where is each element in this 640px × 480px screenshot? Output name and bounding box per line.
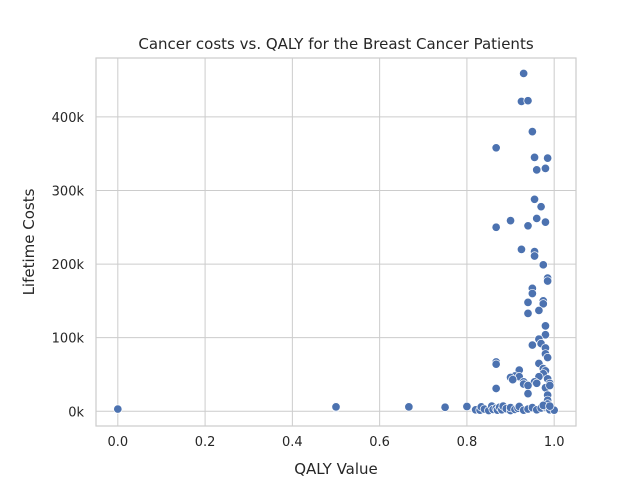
data-point xyxy=(523,380,533,391)
data-point xyxy=(527,127,537,137)
data-point xyxy=(543,153,553,163)
data-point xyxy=(529,251,540,261)
data-point xyxy=(516,244,527,254)
data-point xyxy=(523,308,533,318)
x-tick-label: 0.0 xyxy=(107,435,128,450)
data-point xyxy=(540,217,551,227)
x-tick-label: 0.6 xyxy=(369,435,390,450)
x-grid xyxy=(117,58,555,426)
data-point xyxy=(491,359,501,369)
data-point xyxy=(545,401,555,411)
data-point xyxy=(529,194,540,204)
data-point xyxy=(491,222,501,232)
x-axis-label: QALY Value xyxy=(294,460,378,478)
data-point xyxy=(540,330,551,340)
data-point xyxy=(532,213,542,223)
data-point xyxy=(505,216,516,226)
plot-frame xyxy=(95,57,577,427)
y-tick-label: 0k xyxy=(68,405,84,420)
data-point xyxy=(113,404,123,414)
y-tick-labels: 0k 100k 200k 300k 400k xyxy=(52,111,85,420)
data-point xyxy=(545,380,555,391)
data-point xyxy=(523,389,533,399)
data-point xyxy=(532,378,542,388)
x-tick-label: 1.0 xyxy=(544,435,565,450)
data-point xyxy=(536,202,546,212)
data-point xyxy=(532,165,542,175)
data-point xyxy=(519,68,529,79)
data-point xyxy=(508,375,518,385)
x-tick-label: 0.8 xyxy=(457,435,478,450)
data-point xyxy=(538,299,548,309)
chart-title: Cancer costs vs. QALY for the Breast Can… xyxy=(138,35,533,53)
y-tick-label: 200k xyxy=(52,258,85,273)
y-tick-label: 300k xyxy=(52,184,85,199)
data-point xyxy=(538,260,548,270)
data-point xyxy=(523,221,533,231)
data-point xyxy=(331,402,341,412)
data-point xyxy=(462,401,472,412)
data-point xyxy=(527,340,537,350)
data-point xyxy=(491,143,501,153)
data-point xyxy=(540,163,551,173)
data-point xyxy=(523,297,533,307)
y-grid xyxy=(96,116,576,412)
x-tick-labels: 0.0 0.2 0.4 0.6 0.8 1.0 xyxy=(107,435,564,450)
data-point xyxy=(543,353,553,363)
data-points xyxy=(113,68,559,416)
y-tick-label: 400k xyxy=(52,111,85,126)
data-point xyxy=(543,276,553,286)
y-axis-label: Lifetime Costs xyxy=(20,188,38,295)
data-point xyxy=(404,402,414,412)
data-point xyxy=(529,152,540,162)
data-point xyxy=(523,96,533,106)
x-tick-label: 0.4 xyxy=(282,435,303,450)
x-tick-label: 0.2 xyxy=(195,435,216,450)
data-point xyxy=(491,383,501,394)
data-point xyxy=(540,321,551,331)
data-point xyxy=(440,402,450,412)
data-point xyxy=(527,288,537,299)
y-tick-label: 100k xyxy=(52,332,85,347)
data-point xyxy=(534,305,544,315)
